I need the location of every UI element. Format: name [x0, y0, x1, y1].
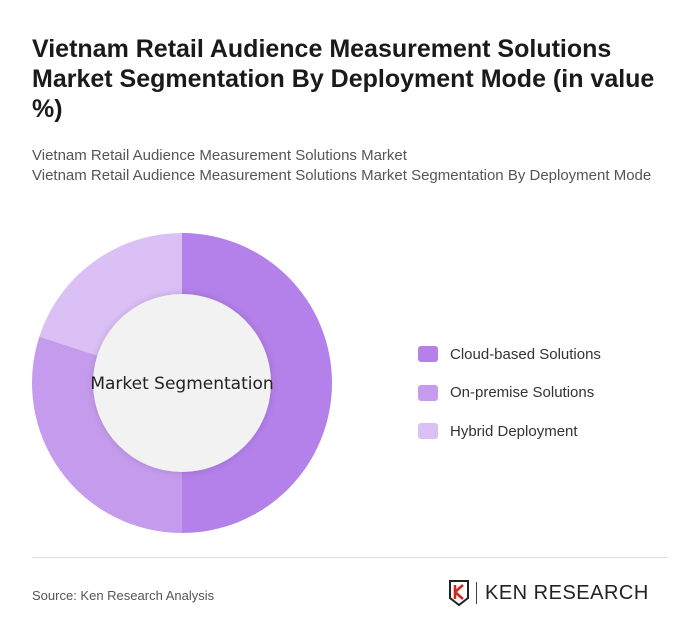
ken-research-logo: KEN RESEARCH [448, 580, 649, 606]
legend-item: Hybrid Deployment [418, 412, 601, 451]
logo-separator [476, 582, 477, 604]
legend-swatch [418, 384, 438, 401]
center-label: Market Segmentation [90, 374, 273, 394]
subtitle-line-2: Vietnam Retail Audience Measurement Solu… [32, 167, 652, 184]
source-note: Source: Ken Research Analysis [32, 588, 215, 603]
legend-item: On-premise Solutions [418, 374, 601, 413]
legend-label: On-premise Solutions [450, 384, 595, 402]
subtitle-line-1: Vietnam Retail Audience Measurement Solu… [32, 147, 407, 164]
chart-subtitle: Vietnam Retail Audience Measurement Solu… [32, 146, 652, 186]
legend-item: Cloud-based Solutions [418, 335, 601, 374]
divider [32, 557, 668, 558]
legend-label: Cloud-based Solutions [450, 345, 601, 363]
slice-on-premise-solutions [31, 336, 182, 533]
logo-shield-icon [449, 580, 469, 606]
legend-label: Hybrid Deployment [450, 422, 578, 440]
legend: Cloud-based Solutions On-premise Solution… [418, 335, 601, 451]
logo-text: KEN RESEARCH [485, 581, 649, 604]
legend-swatch [418, 423, 438, 440]
donut-center [93, 294, 271, 472]
chart-title: Vietnam Retail Audience Measurement Solu… [32, 35, 655, 123]
legend-swatch [418, 346, 438, 363]
